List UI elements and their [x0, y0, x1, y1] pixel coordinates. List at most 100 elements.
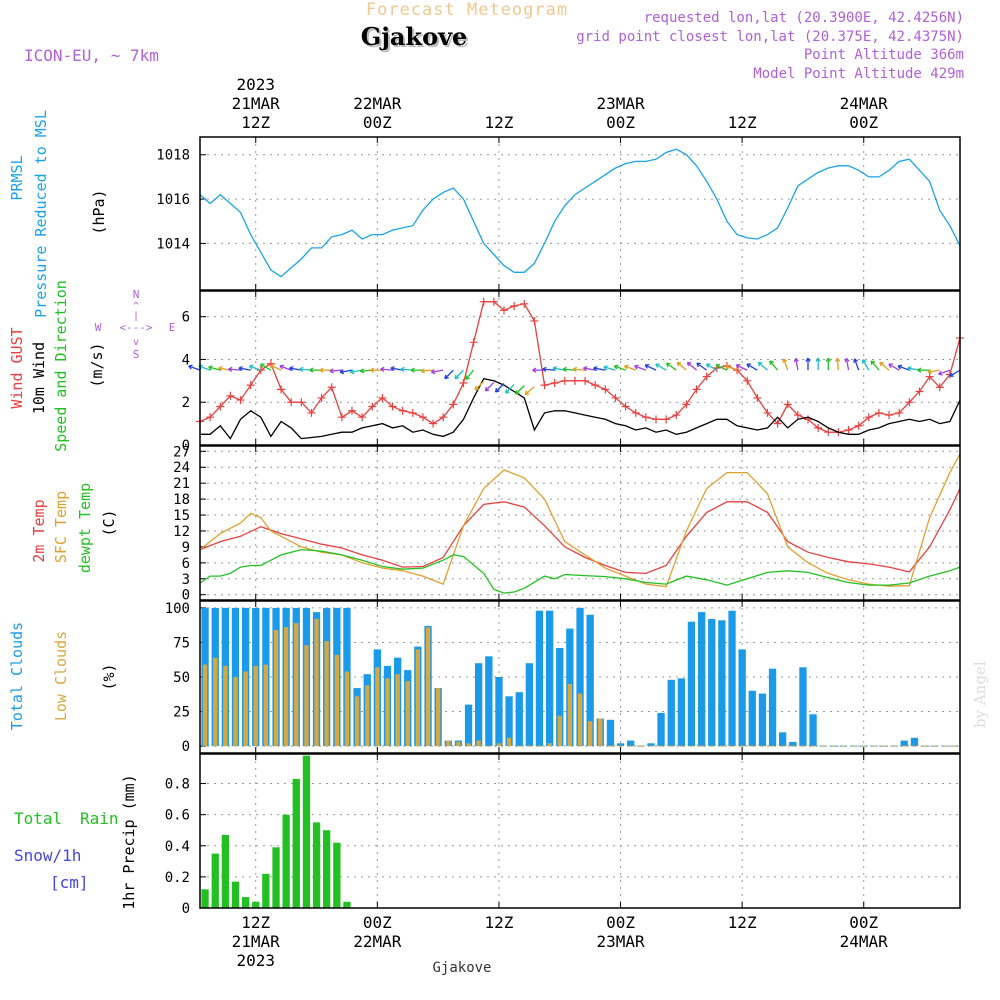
wind-arrow — [888, 363, 900, 371]
wind-arrow-head — [949, 372, 954, 377]
top-tick-label: 00Z — [363, 113, 392, 132]
bar-low-clouds — [365, 685, 370, 747]
wind-arrow-head — [299, 366, 304, 372]
wind-arrow-head — [494, 387, 500, 393]
gust-marker — [581, 376, 590, 385]
gust-marker — [479, 297, 488, 306]
gust-marker — [206, 413, 215, 422]
wind-arrow — [524, 386, 535, 395]
top-tick-label: 00Z — [606, 113, 635, 132]
bar-total-rain — [211, 853, 219, 908]
y-tick-label: 21 — [173, 476, 190, 492]
wind-arrow — [655, 363, 667, 371]
bar-total-clouds — [900, 740, 908, 747]
gust-marker — [793, 411, 802, 420]
wind-arrow — [897, 365, 910, 371]
wind-arrow-head — [686, 361, 692, 367]
wind-arrow-head — [218, 366, 223, 372]
bar-total-rain — [312, 822, 321, 908]
wind-arrow-head — [907, 366, 912, 372]
bar-total-clouds — [616, 743, 625, 747]
super-title: Forecast Meteogram — [366, 0, 568, 20]
bar-low-clouds — [598, 718, 603, 747]
top-tick-label: 12Z — [484, 113, 513, 132]
y-label: Speed and Direction — [52, 280, 70, 452]
wind-arrow — [269, 364, 282, 371]
compass-ew-arrow: <---> — [119, 321, 152, 334]
gust-marker — [783, 400, 792, 409]
y-tick-label: 100 — [165, 601, 190, 617]
wind-arrow-head — [208, 365, 213, 371]
bar-total-clouds — [799, 667, 807, 747]
bar-total-rain — [221, 834, 229, 908]
y-label: Low Clouds — [52, 631, 70, 721]
bar-total-clouds — [647, 743, 655, 747]
bottom-tick-label: 00Z — [849, 913, 878, 932]
wind-arrow-head — [805, 357, 811, 362]
wind-arrow — [228, 368, 241, 371]
wind-arrow-head — [696, 362, 701, 368]
gust-marker — [814, 423, 823, 432]
wind-arrow-head — [769, 360, 774, 365]
y-label: Total Clouds — [8, 622, 26, 730]
wind-arrow — [515, 385, 525, 395]
wind-arrow-head — [359, 368, 365, 374]
bar-low-clouds — [577, 693, 583, 747]
y-tick-label: 12 — [173, 524, 190, 540]
bottom-tick-label: 21MAR — [232, 932, 281, 951]
wind-arrow — [360, 369, 373, 372]
wind-arrow — [624, 365, 636, 371]
bar-low-clouds — [385, 678, 390, 747]
gust-marker — [672, 411, 681, 420]
wind-arrow-head — [474, 385, 480, 391]
gust-marker — [601, 385, 610, 394]
bar-low-clouds — [436, 688, 441, 747]
gust-marker — [885, 411, 894, 420]
point-altitude: Point Altitude 366m — [804, 47, 964, 63]
wind-arrow-head — [524, 390, 530, 396]
bar-low-clouds — [273, 630, 279, 747]
bar-low-clouds — [314, 619, 319, 747]
y-tick-label: 75 — [173, 635, 190, 651]
gust-marker — [570, 376, 579, 385]
y-tick-label: 18 — [173, 492, 190, 508]
series-line-prmsl — [199, 148, 961, 278]
y-tick-label: 24 — [173, 460, 190, 476]
wind-arrow — [715, 364, 728, 371]
bar-total-clouds — [464, 704, 473, 747]
bar-total-rain — [242, 897, 250, 908]
wind-arrow-head — [484, 386, 490, 392]
wind-arrow-head — [515, 390, 520, 395]
bar-total-rain — [201, 889, 209, 908]
wind-arrow — [260, 363, 272, 371]
bottom-tick-label: 12Z — [728, 913, 757, 932]
wind-arrow-head — [715, 364, 721, 369]
wind-arrow — [725, 365, 738, 371]
wind-arrow — [279, 365, 292, 371]
bar-low-clouds — [284, 627, 289, 747]
y-tick-label: 2 — [182, 395, 190, 411]
gust-marker — [915, 387, 924, 396]
y-label: Pressure Reduced to MSL — [32, 110, 50, 318]
gust-marker — [560, 376, 569, 385]
wind-arrow — [431, 369, 444, 373]
bar-total-clouds — [738, 649, 746, 747]
bar-total-clouds — [535, 610, 544, 747]
gust-marker — [348, 406, 356, 415]
wind-arrow — [289, 367, 302, 371]
y-label: dewpt Temp — [76, 483, 94, 573]
clouds-panel: 0 25 50 75 100 Total Clouds Low Clouds (%) — [8, 600, 961, 755]
panel-frame — [199, 600, 961, 754]
wind-arrow-head — [269, 364, 275, 369]
pressure-panel: 1014 1016 1018 PRMSL Pressure Reduced to MSL… — [8, 110, 961, 318]
wind-arrow-head — [782, 358, 788, 363]
wind-arrow — [783, 358, 789, 371]
wind-arrow-head — [815, 357, 821, 362]
wind-arrow-head — [676, 361, 682, 367]
gust-marker — [327, 383, 336, 392]
wind-arrow-head — [370, 367, 375, 373]
bar-total-clouds — [910, 737, 919, 747]
gust-marker — [824, 428, 833, 437]
bar-low-clouds — [456, 741, 461, 746]
gust-marker — [287, 398, 296, 407]
